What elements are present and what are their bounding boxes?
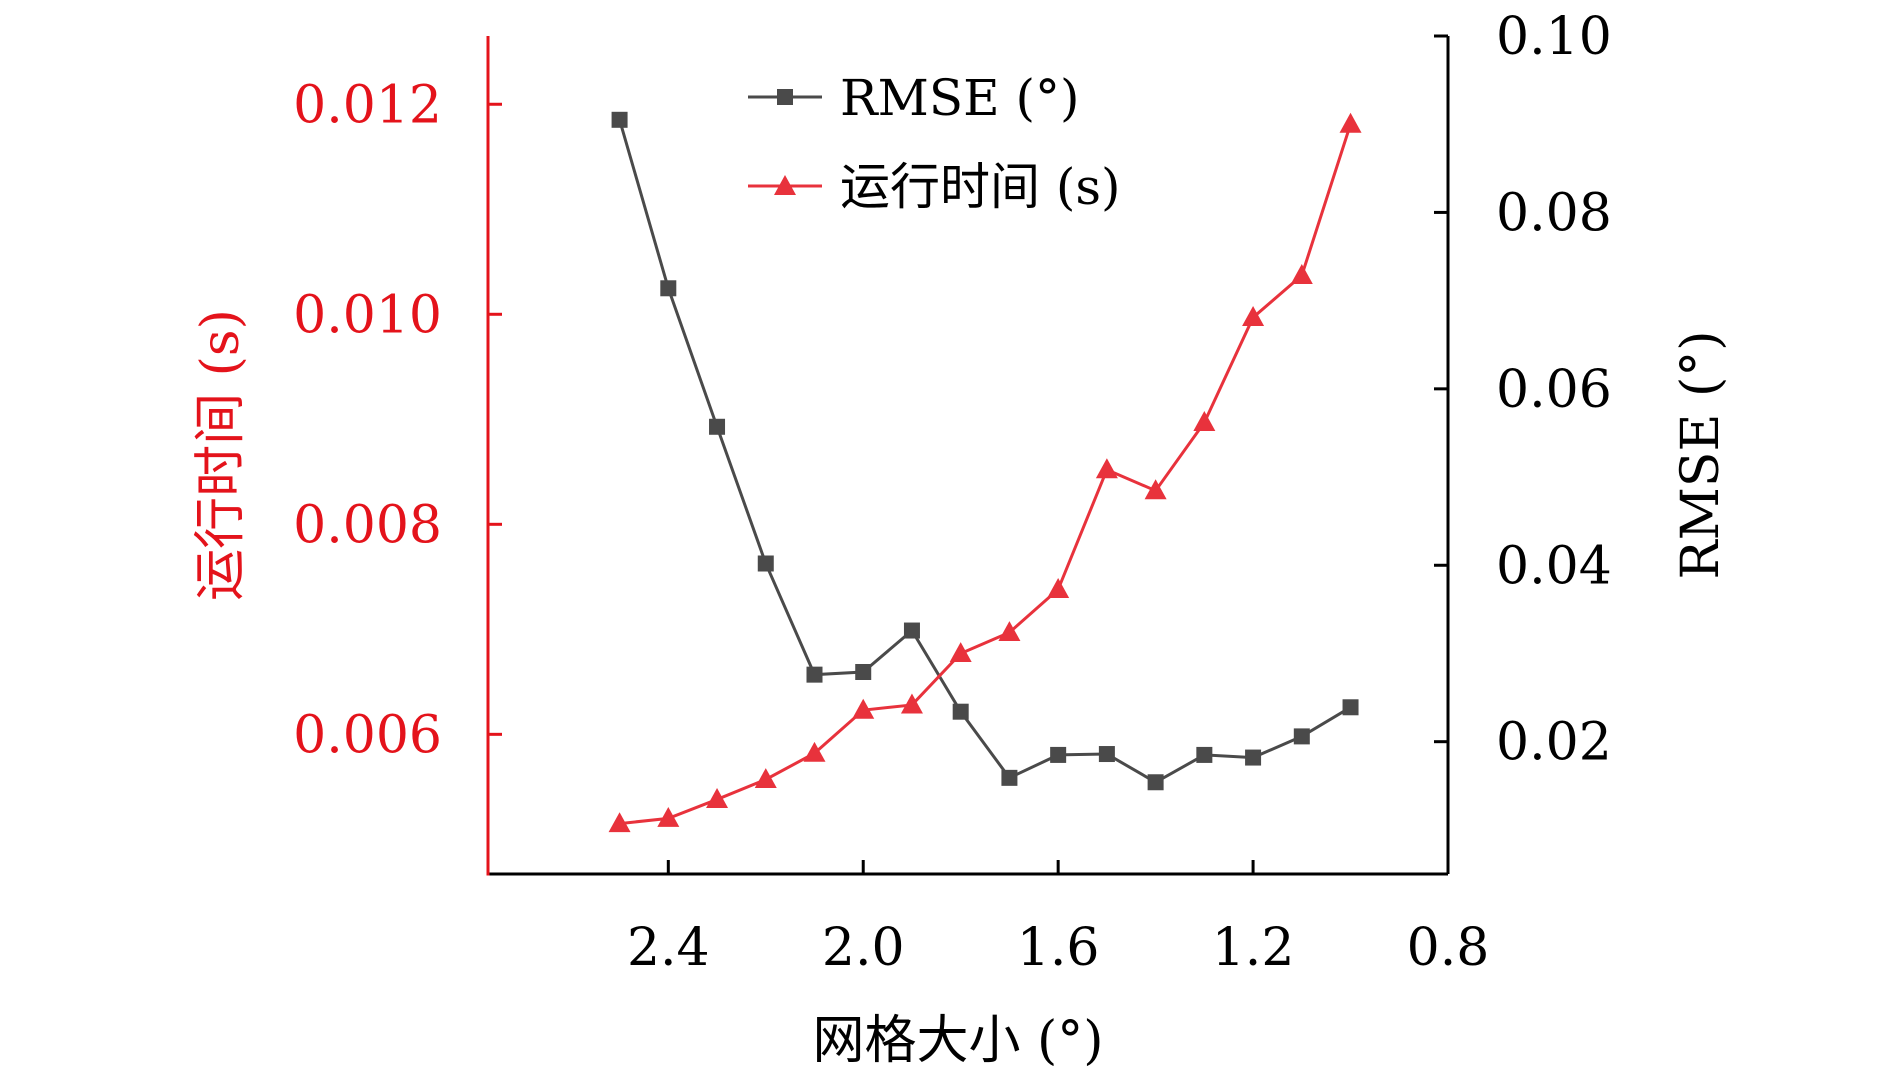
- data-point: [1196, 746, 1213, 763]
- x-axis: 2.4 2.0 1.6 1.2 0.8: [627, 860, 1489, 978]
- y-right-tick-label: 0.04: [1496, 536, 1612, 596]
- data-point: [754, 768, 777, 789]
- y-left-tick-label: 0.008: [293, 495, 442, 555]
- data-point: [706, 788, 729, 808]
- x-tick-label: 2.4: [627, 918, 710, 978]
- series-line: [618, 119, 1352, 784]
- x-tick-label: 1.2: [1212, 918, 1295, 978]
- data-point: [1001, 769, 1018, 786]
- data-point: [1147, 774, 1164, 791]
- y-right-tick-label: 0.10: [1496, 7, 1612, 67]
- data-point: [1339, 112, 1362, 133]
- series-rmse: [611, 111, 1359, 791]
- data-point: [608, 812, 631, 833]
- y-left-tick-label: 0.012: [293, 75, 442, 135]
- data-point: [611, 111, 628, 128]
- y-axis-right-title: RMSE (°): [1671, 330, 1731, 579]
- y-left-tick-label: 0.010: [293, 285, 442, 345]
- data-point: [900, 693, 923, 714]
- data-point: [709, 418, 726, 435]
- data-point: [1098, 746, 1115, 763]
- data-point: [1245, 749, 1262, 766]
- y-right-tick-label: 0.02: [1496, 713, 1612, 773]
- y-axis-right: 0.02 0.04 0.06 0.08 0.10: [1434, 7, 1612, 773]
- data-point: [1050, 746, 1067, 763]
- data-point: [806, 666, 823, 683]
- data-point: [855, 663, 872, 680]
- data-point: [1144, 479, 1167, 500]
- y-left-tick-label: 0.006: [293, 705, 442, 765]
- data-point: [1047, 578, 1070, 598]
- data-point: [1095, 458, 1118, 479]
- data-point: [803, 741, 826, 762]
- y-right-tick-label: 0.08: [1496, 183, 1612, 243]
- data-point: [1242, 306, 1265, 326]
- legend-time-label: 运行时间 (s): [840, 158, 1121, 216]
- y-axis-left: 0.006 0.008 0.010 0.012: [293, 75, 502, 765]
- y-right-tick-label: 0.06: [1496, 360, 1612, 420]
- y-axis-left-title: 运行时间 (s): [191, 309, 251, 601]
- data-point: [1290, 264, 1313, 284]
- x-tick-label: 2.0: [822, 918, 905, 978]
- data-point: [757, 555, 774, 572]
- data-point: [657, 806, 680, 827]
- legend-rmse-marker: [777, 89, 793, 105]
- data-point: [952, 703, 969, 720]
- legend-time-marker: [774, 175, 796, 195]
- data-point: [998, 621, 1021, 642]
- data-point: [949, 642, 972, 663]
- x-tick-label: 0.8: [1407, 918, 1490, 978]
- x-tick-label: 1.6: [1017, 918, 1100, 978]
- series-layer: [608, 111, 1362, 833]
- x-axis-title: 网格大小 (°): [812, 1011, 1103, 1071]
- data-point: [1342, 699, 1359, 716]
- series-time: [608, 112, 1362, 833]
- data-point: [660, 280, 677, 297]
- data-point: [1193, 411, 1216, 431]
- data-point: [852, 698, 875, 719]
- data-point: [1293, 728, 1310, 745]
- legend-rmse-label: RMSE (°): [840, 69, 1080, 127]
- series-line: [619, 123, 1352, 826]
- legend: RMSE (°) 运行时间 (s): [748, 69, 1121, 216]
- data-point: [903, 622, 920, 639]
